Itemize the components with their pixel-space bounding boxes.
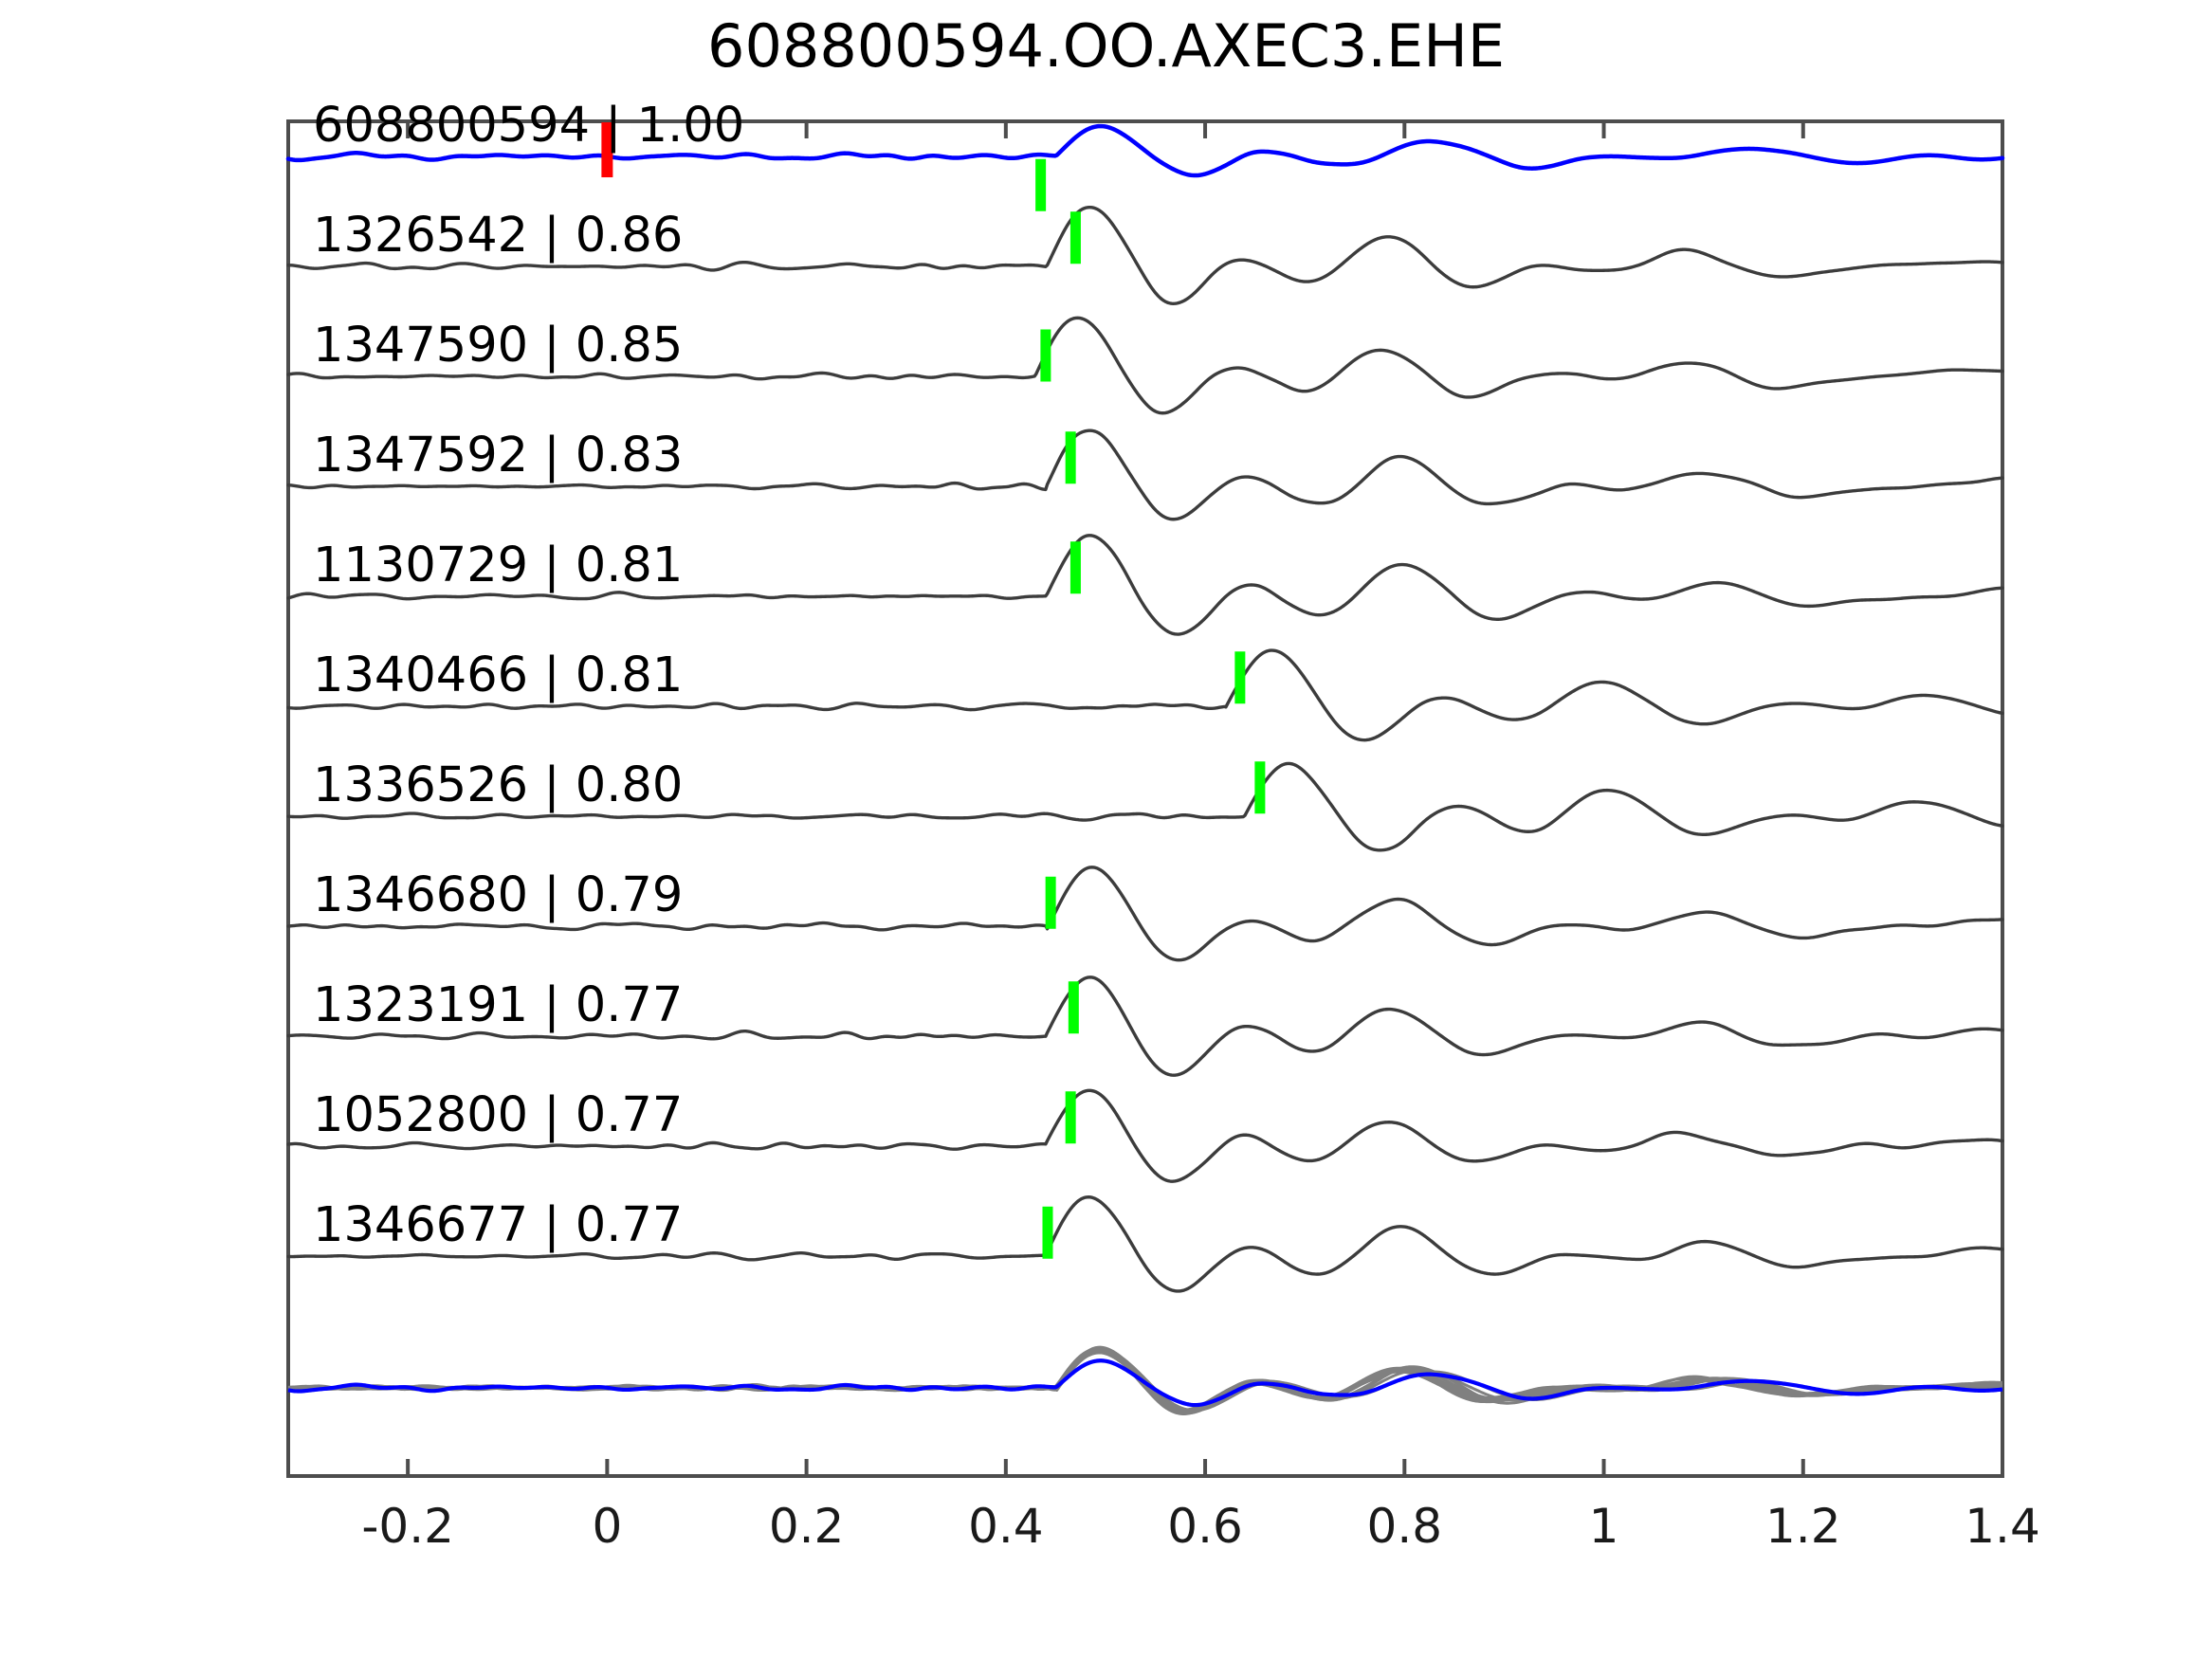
page-title: 608800594.OO.AXEC3.EHE (707, 11, 1505, 81)
waveform-trace (286, 975, 2004, 1077)
trace-label: 1346677 | 0.77 (313, 1197, 684, 1253)
phase-pick-marker (1042, 1206, 1053, 1259)
trace-label: 608800594 | 1.00 (313, 98, 745, 154)
phase-pick-marker (1045, 876, 1056, 929)
phase-pick-marker (1069, 211, 1081, 264)
trace-label: 1326542 | 0.86 (313, 208, 684, 264)
trace-label: 1323191 | 0.77 (313, 977, 684, 1033)
phase-pick-marker (1040, 329, 1051, 382)
phase-pick-marker (1234, 651, 1246, 704)
waveform-trace (286, 1088, 2004, 1183)
x-tick-label: 0.6 (1167, 1499, 1243, 1554)
phase-pick-marker (1065, 431, 1076, 484)
waveform-trace (286, 1195, 2004, 1293)
x-tick-label: 0.8 (1366, 1499, 1443, 1554)
plot-frame (286, 119, 2004, 1478)
trace-label: 1347590 | 0.85 (313, 318, 684, 374)
phase-pick-marker (1065, 1091, 1076, 1144)
trace-label: 1336526 | 0.80 (313, 757, 684, 813)
stack-reference-trace (287, 1358, 2003, 1408)
trace-label: 1340466 | 0.81 (313, 647, 684, 703)
waveform-trace (286, 205, 2004, 305)
phase-pick-marker (1254, 761, 1266, 814)
waveform-trace (286, 648, 2004, 742)
phase-pick-marker (1035, 158, 1047, 211)
x-tick-label: 0 (592, 1499, 623, 1554)
phase-pick-marker (1069, 541, 1081, 594)
x-tick-label: 1 (1588, 1499, 1619, 1554)
waveform-trace (286, 428, 2004, 521)
trace-label: 1052800 | 0.77 (313, 1087, 684, 1143)
waveform-trace (286, 316, 2004, 415)
trace-label: 1347592 | 0.83 (313, 428, 684, 483)
waveform-trace (285, 123, 2005, 178)
x-tick-label: 1.2 (1765, 1499, 1841, 1554)
x-tick-label: 0.2 (768, 1499, 845, 1554)
origin-time-marker (601, 122, 613, 178)
waveform-trace (286, 534, 2004, 636)
trace-label: 1346680 | 0.79 (313, 867, 684, 923)
trace-label: 1130729 | 0.81 (313, 538, 684, 593)
phase-pick-marker (1068, 981, 1079, 1034)
x-tick-label: 0.4 (968, 1499, 1044, 1554)
x-tick-label: -0.2 (361, 1499, 454, 1554)
waveform-trace (286, 761, 2004, 852)
waveform-trace (286, 866, 2004, 962)
x-tick-label: 1.4 (1965, 1499, 2040, 1554)
